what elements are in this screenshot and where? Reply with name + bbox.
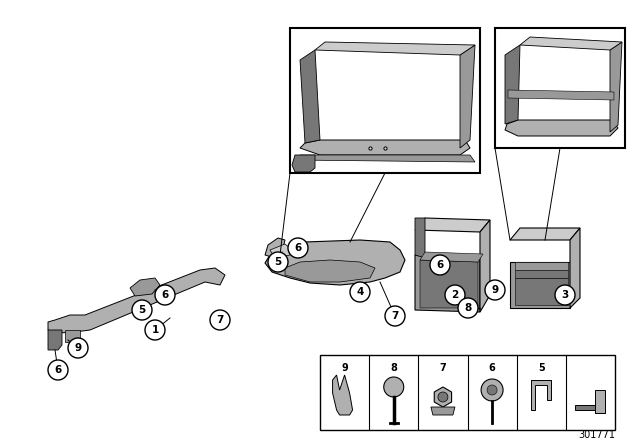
FancyBboxPatch shape: [495, 28, 625, 148]
Text: 301771: 301771: [578, 430, 615, 440]
Circle shape: [445, 285, 465, 305]
Circle shape: [487, 385, 497, 395]
Polygon shape: [515, 262, 568, 270]
Circle shape: [385, 306, 405, 326]
Circle shape: [430, 255, 450, 275]
Polygon shape: [510, 228, 580, 240]
Circle shape: [132, 300, 152, 320]
Polygon shape: [531, 380, 551, 410]
Polygon shape: [270, 244, 290, 258]
Text: 6: 6: [436, 260, 444, 270]
Polygon shape: [510, 262, 570, 308]
Polygon shape: [595, 390, 605, 413]
Circle shape: [350, 282, 370, 302]
Polygon shape: [420, 260, 478, 308]
Text: 6: 6: [489, 363, 495, 373]
Polygon shape: [515, 270, 568, 278]
Circle shape: [384, 377, 404, 397]
Polygon shape: [300, 140, 470, 155]
Text: 3: 3: [561, 290, 568, 300]
Text: 4: 4: [356, 287, 364, 297]
Polygon shape: [508, 90, 614, 100]
Polygon shape: [300, 50, 320, 143]
Polygon shape: [520, 37, 622, 50]
Polygon shape: [505, 45, 520, 124]
Polygon shape: [333, 375, 353, 415]
Polygon shape: [420, 252, 483, 262]
FancyBboxPatch shape: [5, 5, 635, 443]
Polygon shape: [505, 120, 618, 136]
Polygon shape: [415, 255, 480, 312]
FancyBboxPatch shape: [320, 355, 615, 430]
Polygon shape: [435, 387, 452, 407]
Text: 2: 2: [451, 290, 459, 300]
Polygon shape: [292, 155, 315, 172]
Polygon shape: [415, 218, 425, 258]
Polygon shape: [265, 238, 285, 258]
Text: 5: 5: [138, 305, 146, 315]
Text: 7: 7: [216, 315, 224, 325]
Circle shape: [268, 252, 288, 272]
Text: 7: 7: [440, 363, 446, 373]
Text: 5: 5: [275, 257, 282, 267]
Circle shape: [458, 298, 478, 318]
Polygon shape: [460, 45, 475, 148]
Text: 6: 6: [294, 243, 301, 253]
Polygon shape: [570, 228, 580, 308]
Text: 8: 8: [390, 363, 397, 373]
Text: 6: 6: [161, 290, 168, 300]
Polygon shape: [265, 240, 405, 285]
Circle shape: [48, 360, 68, 380]
Text: 5: 5: [538, 363, 545, 373]
Circle shape: [555, 285, 575, 305]
Circle shape: [68, 338, 88, 358]
FancyBboxPatch shape: [290, 28, 480, 173]
Text: 9: 9: [74, 343, 81, 353]
Text: 7: 7: [391, 311, 399, 321]
Polygon shape: [480, 220, 490, 312]
Polygon shape: [295, 155, 475, 162]
Polygon shape: [515, 278, 568, 305]
Text: 8: 8: [465, 303, 472, 313]
Polygon shape: [285, 260, 375, 282]
Circle shape: [155, 285, 175, 305]
Text: 9: 9: [341, 363, 348, 373]
Circle shape: [210, 310, 230, 330]
Polygon shape: [431, 407, 455, 415]
Polygon shape: [48, 330, 62, 350]
Circle shape: [288, 238, 308, 258]
Polygon shape: [575, 405, 605, 413]
Polygon shape: [48, 268, 225, 333]
Circle shape: [485, 280, 505, 300]
Polygon shape: [315, 42, 475, 55]
Polygon shape: [415, 218, 490, 232]
Text: 6: 6: [54, 365, 61, 375]
Polygon shape: [610, 42, 622, 132]
Text: 1: 1: [152, 325, 159, 335]
Circle shape: [438, 392, 448, 402]
Circle shape: [145, 320, 165, 340]
Text: 9: 9: [492, 285, 499, 295]
Polygon shape: [130, 278, 160, 296]
Circle shape: [481, 379, 503, 401]
Polygon shape: [65, 330, 80, 342]
